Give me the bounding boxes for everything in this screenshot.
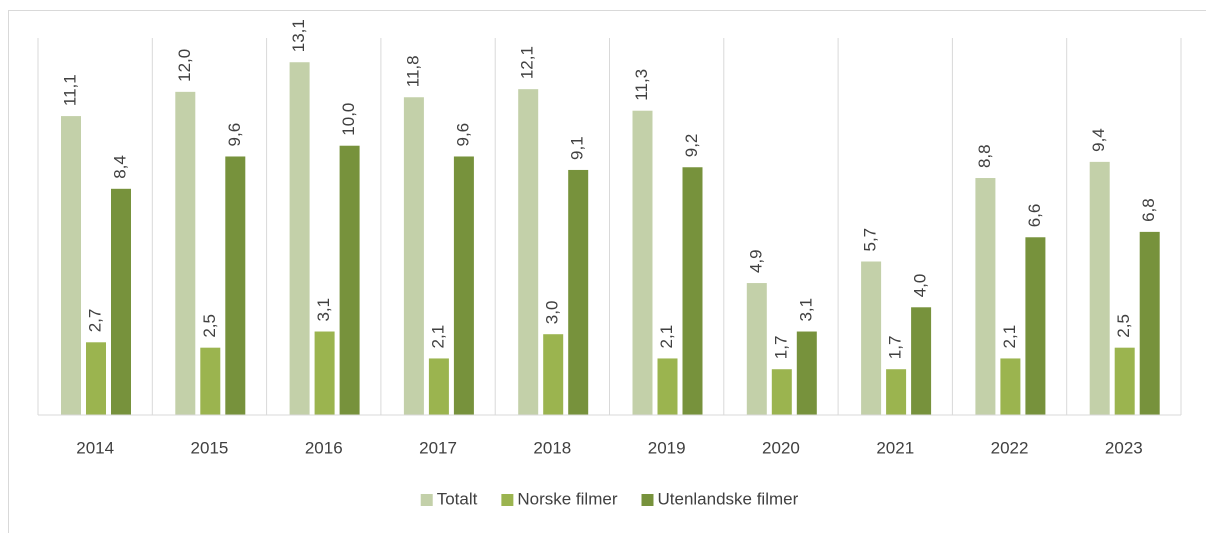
data-label: 10,0 [339, 103, 358, 136]
bar [543, 334, 564, 415]
x-tick-label: 2014 [76, 438, 114, 457]
data-label: 9,2 [682, 134, 701, 158]
bar [1000, 358, 1021, 415]
bar [289, 62, 310, 415]
legend-label: Totalt [437, 489, 478, 508]
bar [632, 110, 653, 415]
x-tick-label: 2018 [533, 438, 571, 457]
data-label: 6,6 [1025, 204, 1044, 228]
x-tick-label: 2015 [191, 438, 229, 457]
data-label: 13,1 [289, 19, 308, 52]
data-label: 4,0 [911, 274, 930, 298]
data-label: 3,1 [796, 298, 815, 322]
data-label: 3,1 [314, 298, 333, 322]
x-tick-label: 2017 [419, 438, 457, 457]
x-tick-label: 2021 [876, 438, 914, 457]
data-label: 9,4 [1089, 128, 1108, 152]
bar [886, 369, 907, 415]
bar [1114, 347, 1135, 415]
bar [657, 358, 678, 415]
bar [518, 89, 539, 416]
bar [975, 178, 996, 415]
bar [911, 307, 932, 415]
data-label: 11,8 [403, 55, 422, 87]
x-tick-label: 2019 [648, 438, 686, 457]
bar [175, 91, 196, 415]
data-label: 2,7 [85, 309, 104, 333]
legend-swatch [501, 494, 514, 506]
bar [403, 97, 424, 415]
bar [796, 331, 817, 415]
legend-swatch [420, 494, 433, 506]
data-label: 11,1 [60, 74, 79, 106]
data-label: 9,6 [453, 123, 472, 147]
data-label: 11,3 [632, 69, 651, 101]
data-label: 12,0 [175, 49, 194, 82]
bar [746, 283, 767, 415]
data-label: 6,8 [1139, 198, 1158, 222]
bar [314, 331, 335, 415]
data-label: 8,4 [110, 155, 129, 179]
bar [61, 116, 81, 415]
x-tick-label: 2022 [991, 438, 1029, 457]
data-label: 3,0 [543, 301, 562, 325]
data-label: 1,7 [771, 336, 790, 360]
bar [453, 156, 474, 415]
data-label: 2,1 [1000, 325, 1019, 349]
bar [1089, 161, 1110, 415]
bar [771, 369, 792, 415]
bar [861, 261, 882, 415]
data-label: 12,1 [518, 46, 537, 79]
data-label: 2,1 [428, 325, 447, 349]
bar [225, 156, 246, 415]
x-tick-label: 2023 [1105, 438, 1143, 457]
bar [1025, 237, 1046, 415]
data-label: 8,8 [975, 144, 994, 168]
legend-label: Utenlandske filmer [657, 489, 798, 508]
data-label: 9,6 [225, 123, 244, 147]
data-label: 2,1 [657, 325, 676, 349]
bar [568, 169, 589, 415]
chart-border [8, 10, 1206, 533]
bar [428, 358, 449, 415]
x-tick-label: 2016 [305, 438, 343, 457]
x-tick-label: 2020 [762, 438, 800, 457]
data-label: 4,9 [746, 249, 765, 273]
bar [1139, 231, 1160, 415]
data-label: 5,7 [861, 228, 880, 252]
legend-label: Norske filmer [517, 489, 617, 508]
bar [200, 347, 221, 415]
data-label: 2,5 [200, 314, 219, 338]
data-label: 2,5 [1114, 314, 1133, 338]
bar [682, 167, 703, 415]
bar [86, 342, 106, 415]
legend-swatch [641, 494, 654, 506]
data-label: 1,7 [886, 336, 905, 360]
data-label: 9,1 [568, 136, 587, 160]
bar [111, 188, 131, 415]
bar [339, 145, 360, 415]
